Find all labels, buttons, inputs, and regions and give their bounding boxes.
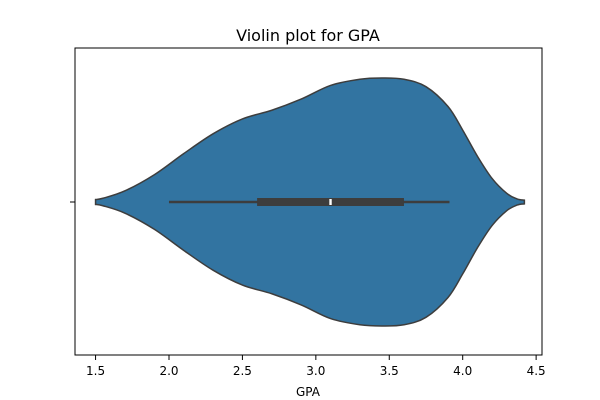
- x-tick-label: 4.5: [527, 364, 546, 378]
- x-tick-label: 4.0: [453, 364, 472, 378]
- x-axis-ticks: 1.5 2.0 2.5 3.0 3.5 4.0 4.5: [86, 355, 546, 378]
- x-tick-label: 3.5: [380, 364, 399, 378]
- median-marker: [329, 199, 332, 205]
- x-tick-label: 2.5: [233, 364, 252, 378]
- x-axis-label: GPA: [296, 385, 321, 399]
- chart-title: Violin plot for GPA: [236, 26, 380, 45]
- box-layer: [168, 198, 450, 206]
- x-tick-label: 3.0: [306, 364, 325, 378]
- x-tick-label: 1.5: [86, 364, 105, 378]
- x-tick-label: 2.0: [159, 364, 178, 378]
